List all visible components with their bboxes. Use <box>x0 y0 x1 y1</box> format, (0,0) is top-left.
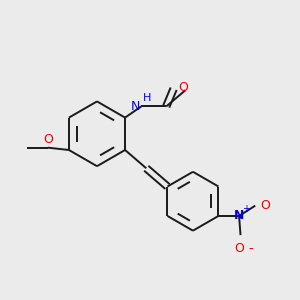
Text: O: O <box>44 133 53 146</box>
Text: +: + <box>242 205 250 214</box>
Text: N: N <box>234 209 244 223</box>
Text: O: O <box>234 242 244 256</box>
Text: -: - <box>248 243 253 257</box>
Text: O: O <box>178 81 188 94</box>
Text: O: O <box>261 199 270 212</box>
Text: N: N <box>130 100 140 113</box>
Text: H: H <box>143 93 151 103</box>
